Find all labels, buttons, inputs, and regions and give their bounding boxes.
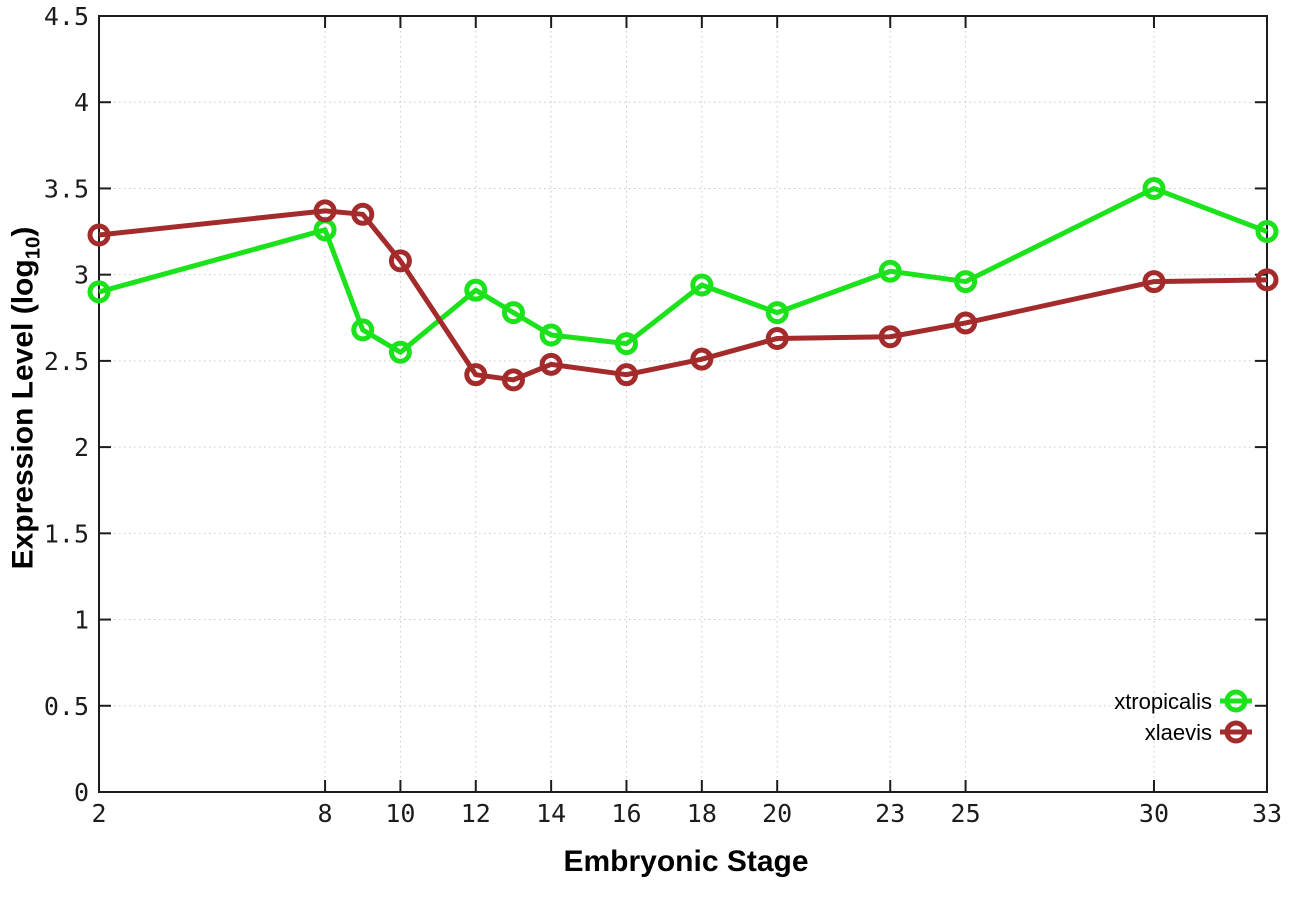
plot-border (98, 15, 1268, 793)
y-tick-label: 3.5 (44, 174, 89, 203)
x-tick-label: 18 (687, 799, 717, 828)
x-tick-label: 23 (875, 799, 905, 828)
data-point-xtropicalis (501, 301, 525, 325)
y-tick-label: 0.5 (44, 692, 89, 721)
data-point-xtropicalis (690, 273, 714, 297)
y-tick-label: 1 (74, 606, 89, 635)
data-point-xlaevis (1142, 270, 1166, 294)
data-point-xtropicalis (878, 259, 902, 283)
legend-marker (1224, 720, 1248, 744)
data-point-xtropicalis (954, 270, 978, 294)
y-tick-label: 3 (74, 261, 89, 290)
x-tick-label: 20 (762, 799, 792, 828)
y-axis-label-subscript: 10 (22, 236, 45, 260)
y-axis-label-text: Expression Level (log (6, 259, 40, 570)
legend-label-xtropicalis: xtropicalis (1114, 689, 1212, 714)
x-tick-label: 2 (91, 799, 106, 828)
x-axis-label: Embryonic Stage (563, 845, 809, 878)
data-point-xlaevis (1255, 268, 1279, 292)
y-axis-label-close: ) (6, 226, 40, 237)
data-point-xtropicalis (388, 340, 412, 364)
x-tick-label: 16 (611, 799, 641, 828)
data-point-xlaevis (351, 202, 375, 226)
data-point-xlaevis (313, 199, 337, 223)
y-tick-label: 2 (74, 433, 89, 462)
data-point-xtropicalis (87, 280, 111, 304)
data-point-xlaevis (614, 363, 638, 387)
x-tick-label: 30 (1139, 799, 1169, 828)
data-point-xtropicalis (765, 301, 789, 325)
data-point-xtropicalis (464, 278, 488, 302)
data-point-xlaevis (765, 326, 789, 350)
series-line-xtropicalis (98, 185, 1268, 355)
data-point-xlaevis (539, 352, 563, 376)
data-point-xtropicalis (351, 318, 375, 342)
legend-label-xlaevis: xlaevis (1145, 720, 1212, 745)
data-point-xlaevis (501, 368, 525, 392)
x-tick-label: 12 (461, 799, 491, 828)
data-point-xlaevis (388, 249, 412, 273)
x-tick-label: 10 (385, 799, 415, 828)
data-point-xtropicalis (1142, 176, 1166, 200)
data-point-xtropicalis (1255, 220, 1279, 244)
x-tick-label: 14 (536, 799, 566, 828)
data-point-xlaevis (87, 223, 111, 247)
data-point-xlaevis (878, 325, 902, 349)
x-tick-label: 25 (951, 799, 981, 828)
y-tick-label: 4.5 (44, 2, 89, 31)
y-axis-label: Expression Level (log10) (7, 227, 46, 570)
data-point-xlaevis (954, 311, 978, 335)
x-tick-label: 33 (1252, 799, 1282, 828)
data-point-xlaevis (464, 363, 488, 387)
y-tick-label: 1.5 (44, 519, 89, 548)
legend-marker (1224, 689, 1248, 713)
data-point-xtropicalis (614, 332, 638, 356)
x-tick-label: 8 (318, 799, 333, 828)
y-tick-label: 4 (74, 88, 89, 117)
data-point-xtropicalis (539, 323, 563, 347)
y-tick-label: 2.5 (44, 347, 89, 376)
data-point-xlaevis (690, 347, 714, 371)
y-tick-label: 0 (74, 778, 89, 807)
series-line-xlaevis (98, 208, 1268, 383)
